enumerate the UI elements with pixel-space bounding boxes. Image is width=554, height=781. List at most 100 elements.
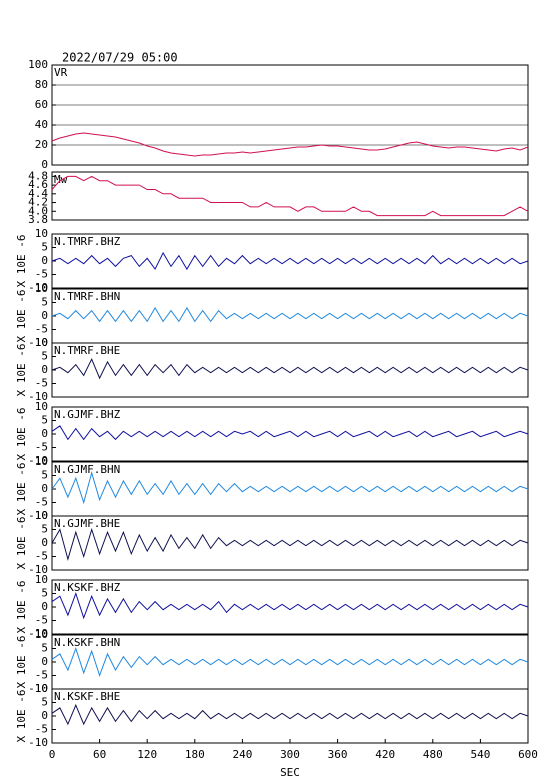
waveform-line [51, 251, 529, 271]
waveform-line [51, 357, 529, 380]
y-tick-label: 5 [41, 414, 48, 427]
y-tick-label: 0 [41, 427, 48, 440]
y-tick-label: 4.4 [28, 187, 48, 200]
y-tick-label: 4.8 [28, 169, 48, 182]
y-tick-label: 80 [35, 78, 48, 91]
x-tick-label: 240 [232, 748, 252, 761]
y-tick-label: -5 [35, 614, 48, 627]
y-axis-label: X 10E -6 [15, 581, 28, 634]
x-tick-label: 480 [423, 748, 443, 761]
y-tick-label: -5 [35, 723, 48, 736]
y-tick-label: -10 [28, 563, 48, 576]
y-tick-label: -5 [35, 496, 48, 509]
y-tick-label: 5 [41, 642, 48, 655]
y-tick-label: 10 [35, 455, 48, 468]
y-tick-label: 10 [35, 227, 48, 240]
y-tick-label: 0 [41, 254, 48, 267]
panel-frame [51, 233, 529, 289]
y-tick-label: 10 [35, 628, 48, 641]
y-tick-label: -10 [28, 627, 48, 640]
y-tick-label: 10 [35, 336, 48, 349]
panel-frame [51, 634, 529, 690]
x-tick-label: 420 [375, 748, 395, 761]
y-tick-label: 100 [28, 58, 48, 71]
y-tick-label: 10 [35, 682, 48, 695]
y-tick-label: 3.8 [28, 213, 48, 226]
y-tick-label: 0 [41, 482, 48, 495]
y-tick-label: -10 [28, 736, 48, 749]
waveform-line [51, 132, 529, 157]
panel-frame [51, 171, 529, 221]
y-tick-label: 4.0 [28, 204, 48, 217]
y-tick-label: 5 [41, 241, 48, 254]
x-tick-label: 300 [280, 748, 300, 761]
y-axis-label: X 10E -6 [15, 690, 28, 743]
y-tick-label: -10 [28, 509, 48, 522]
y-tick-label: 10 [35, 282, 48, 295]
x-axis-label: SEC [280, 766, 300, 779]
panel-frame [51, 406, 529, 462]
waveform-line [51, 527, 529, 562]
y-tick-label: 5 [41, 469, 48, 482]
x-tick-label: 600 [518, 748, 538, 761]
y-tick-label: 40 [35, 118, 48, 131]
y-axis-label: X 10E -6 [15, 344, 28, 397]
panel-label: N.GJMF.BHN [54, 463, 120, 476]
y-tick-label: 10 [35, 509, 48, 522]
y-tick-label: -5 [35, 323, 48, 336]
waveform-line [51, 591, 529, 620]
y-tick-label: 0 [41, 600, 48, 613]
y-tick-label: 4.6 [28, 178, 48, 191]
y-axis-label: X 10E -6 [15, 290, 28, 343]
y-tick-label: 5 [41, 350, 48, 363]
y-tick-label: 60 [35, 98, 48, 111]
y-tick-label: 5 [41, 587, 48, 600]
panel-frame [51, 515, 529, 571]
y-tick-label: -5 [35, 550, 48, 563]
panel-label: N.TMRF.BHE [54, 344, 120, 357]
panel-label: N.TMRF.BHN [54, 290, 120, 303]
y-tick-label: -5 [35, 377, 48, 390]
y-tick-label: -10 [28, 336, 48, 349]
panel-label: N.KSKF.BHN [54, 636, 120, 649]
panel-label: VR [54, 66, 68, 79]
x-tick-label: 360 [328, 748, 348, 761]
y-tick-label: 0 [41, 309, 48, 322]
y-tick-label: 0 [41, 363, 48, 376]
y-axis-label: X 10E -6 [15, 408, 28, 461]
panel-label: N.KSKF.BHZ [54, 581, 121, 594]
y-tick-label: 0 [41, 709, 48, 722]
x-tick-label: 540 [470, 748, 490, 761]
y-axis-label: X 10E -6 [15, 517, 28, 570]
panel-label: N.GJMF.BHE [54, 517, 120, 530]
waveform-line [51, 703, 529, 726]
y-axis-label: X 10E -6 [15, 636, 28, 689]
y-tick-label: 10 [35, 573, 48, 586]
panel-label: N.KSKF.BHE [54, 690, 120, 703]
y-tick-label: 0 [41, 655, 48, 668]
panel-frame [51, 64, 529, 166]
y-tick-label: -10 [28, 454, 48, 467]
panel-frame [51, 579, 529, 635]
panel-frame [51, 342, 529, 398]
waveform-line [51, 470, 529, 505]
waveform-line [51, 175, 529, 217]
y-tick-label: -10 [28, 281, 48, 294]
y-tick-label: -5 [35, 268, 48, 281]
panel-label: N.GJMF.BHZ [54, 408, 121, 421]
waveform-line [51, 306, 529, 323]
y-tick-label: -5 [35, 669, 48, 682]
y-tick-label: 5 [41, 523, 48, 536]
x-tick-label: 0 [49, 748, 56, 761]
x-tick-label: 60 [93, 748, 106, 761]
y-tick-label: 5 [41, 696, 48, 709]
panel-frame [51, 461, 529, 517]
waveform-line [51, 425, 529, 441]
chart-title: 2022/07/29 05:00 [62, 51, 178, 65]
panel-label: N.TMRF.BHZ [54, 235, 121, 248]
y-tick-label: -10 [28, 390, 48, 403]
x-tick-label: 120 [137, 748, 157, 761]
y-tick-label: 10 [35, 400, 48, 413]
panel-frame [51, 288, 529, 344]
